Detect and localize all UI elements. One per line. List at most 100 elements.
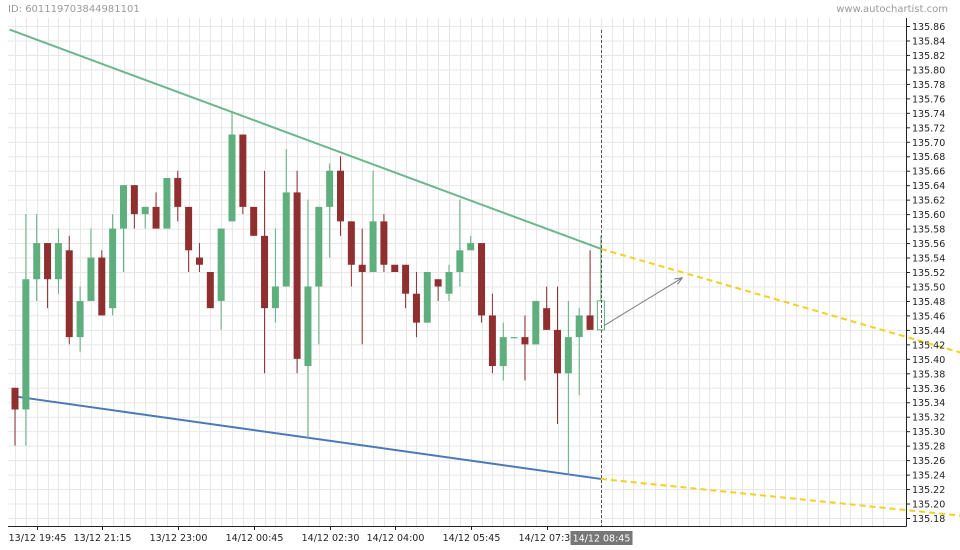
candle bbox=[358, 228, 366, 345]
y-tick-label: 135.52 bbox=[912, 268, 945, 279]
candle-body bbox=[271, 286, 279, 309]
candle-body bbox=[130, 185, 138, 215]
candle bbox=[575, 308, 583, 395]
candle bbox=[293, 170, 301, 374]
y-tick-label: 135.58 bbox=[912, 225, 945, 236]
candle-body bbox=[358, 264, 366, 272]
candle bbox=[195, 243, 203, 272]
candle bbox=[304, 199, 312, 439]
candle bbox=[217, 228, 225, 330]
candle bbox=[261, 170, 269, 374]
y-tick-label: 135.42 bbox=[912, 340, 945, 351]
candle bbox=[239, 134, 247, 215]
candle-body bbox=[217, 228, 225, 301]
candle bbox=[434, 279, 442, 301]
candles bbox=[11, 112, 605, 475]
y-tick-label: 135.44 bbox=[912, 326, 945, 337]
candle bbox=[65, 235, 73, 345]
candle bbox=[510, 337, 518, 339]
candle bbox=[206, 272, 214, 309]
y-tick-label: 135.66 bbox=[912, 167, 945, 178]
candle-body bbox=[261, 235, 269, 309]
candle-body bbox=[510, 337, 518, 339]
candle-body bbox=[250, 206, 258, 236]
y-tick-label: 135.60 bbox=[912, 210, 945, 221]
candle bbox=[130, 185, 138, 229]
candle bbox=[423, 272, 431, 323]
candle bbox=[337, 156, 344, 236]
candle bbox=[141, 206, 149, 229]
candle-body bbox=[596, 300, 605, 331]
candle-body bbox=[33, 243, 41, 280]
candle-body bbox=[239, 134, 247, 207]
candle bbox=[174, 170, 182, 222]
y-tick-label: 135.72 bbox=[912, 123, 945, 134]
y-tick-label: 135.22 bbox=[912, 485, 945, 496]
chart-overlay bbox=[601, 30, 684, 526]
x-tick-label: 14/12 07:30 bbox=[519, 533, 577, 544]
candle bbox=[521, 315, 529, 381]
candle-body bbox=[337, 170, 344, 222]
candle bbox=[478, 243, 486, 323]
candle-body bbox=[402, 264, 410, 294]
candle bbox=[369, 170, 377, 272]
y-tick-label: 135.40 bbox=[912, 355, 945, 366]
candle-body bbox=[54, 243, 62, 280]
candle bbox=[315, 206, 323, 345]
candle bbox=[412, 272, 420, 338]
candle-body bbox=[554, 329, 561, 374]
candle bbox=[543, 286, 551, 330]
candle bbox=[586, 250, 594, 330]
candle bbox=[564, 300, 572, 475]
candle bbox=[282, 149, 290, 287]
candle-body bbox=[467, 243, 475, 251]
candle-body bbox=[152, 206, 160, 229]
candle bbox=[467, 235, 475, 251]
candle-body bbox=[120, 185, 127, 229]
candle-body bbox=[65, 250, 73, 338]
candle bbox=[163, 177, 171, 229]
candle-body bbox=[76, 300, 84, 338]
candle-body bbox=[293, 192, 301, 359]
candle bbox=[391, 264, 399, 272]
y-tick-label: 135.38 bbox=[912, 369, 945, 380]
y-tick-label: 135.80 bbox=[912, 65, 945, 76]
candle-body bbox=[98, 257, 106, 316]
resistance-projection bbox=[600, 247, 960, 354]
y-tick-label: 135.36 bbox=[912, 384, 945, 395]
candle-body bbox=[575, 315, 583, 338]
candle bbox=[33, 214, 41, 301]
y-tick-label: 135.62 bbox=[912, 196, 945, 207]
candle-body bbox=[206, 272, 214, 309]
candle-body bbox=[87, 257, 95, 301]
y-tick-label: 135.82 bbox=[912, 51, 945, 62]
x-tick-label: 14/12 05:45 bbox=[443, 533, 501, 544]
candle bbox=[228, 112, 236, 222]
candle-body bbox=[564, 337, 572, 374]
candle bbox=[402, 264, 410, 309]
x-tick-label: 13/12 21:15 bbox=[74, 533, 132, 544]
y-tick-label: 135.78 bbox=[912, 80, 945, 91]
y-tick-label: 135.32 bbox=[912, 413, 945, 424]
candle-body bbox=[532, 300, 540, 345]
candle-body bbox=[434, 279, 442, 287]
candle-body bbox=[347, 221, 355, 265]
candle-body bbox=[11, 387, 19, 410]
candle-body bbox=[412, 293, 420, 323]
y-tick-label: 135.28 bbox=[912, 442, 945, 453]
current-time-label: 14/12 08:45 bbox=[573, 534, 631, 545]
candle bbox=[488, 293, 496, 374]
y-tick-label: 135.68 bbox=[912, 152, 945, 163]
candle-body bbox=[423, 272, 431, 323]
candle bbox=[380, 214, 388, 272]
y-tick-label: 135.26 bbox=[912, 456, 945, 467]
y-tick-label: 135.86 bbox=[912, 22, 945, 33]
y-tick-label: 135.18 bbox=[912, 514, 945, 525]
candle bbox=[347, 221, 355, 287]
y-tick-label: 135.64 bbox=[912, 181, 945, 192]
candle bbox=[22, 214, 30, 446]
candle bbox=[44, 243, 52, 309]
candle bbox=[250, 206, 258, 236]
candle-body bbox=[586, 315, 594, 330]
